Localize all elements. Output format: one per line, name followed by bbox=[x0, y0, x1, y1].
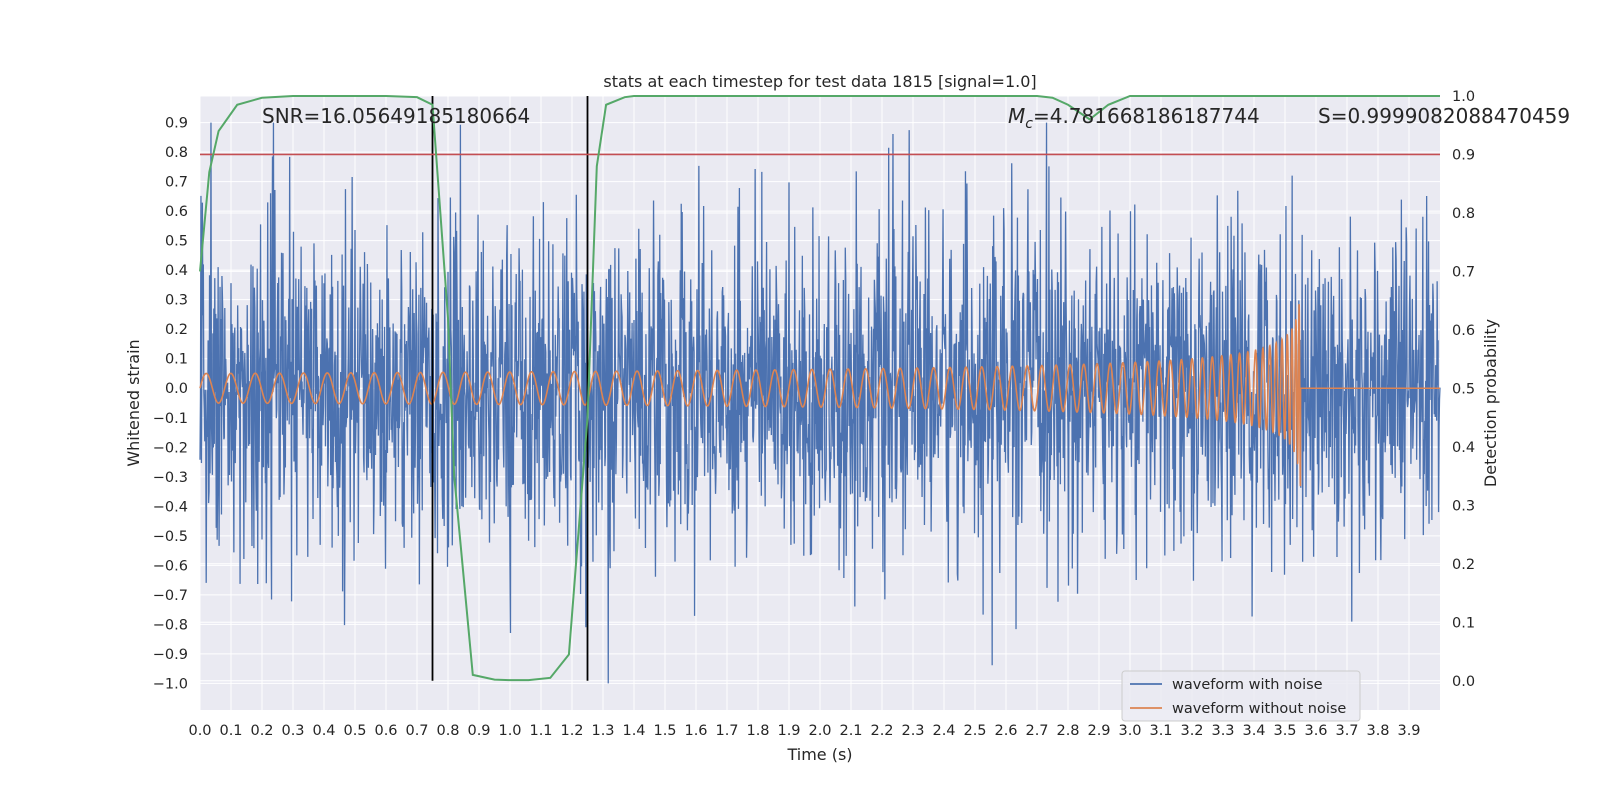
y-tick-label: −0.7 bbox=[153, 588, 188, 604]
x-axis-label: Time (s) bbox=[786, 745, 852, 764]
y-tick-label: −0.6 bbox=[153, 558, 188, 574]
x-tick-label: 3.1 bbox=[1149, 723, 1172, 739]
y-tick-label: −1.0 bbox=[153, 676, 188, 692]
x-tick-label: 2.2 bbox=[870, 723, 893, 739]
chirp-mass-subscript: c bbox=[1025, 116, 1033, 132]
y2-tick-label: 0.3 bbox=[1452, 498, 1475, 514]
y2-tick-label: 0.0 bbox=[1452, 674, 1475, 690]
x-tick-label: 1.7 bbox=[715, 723, 738, 739]
y-tick-label: −0.2 bbox=[153, 440, 188, 456]
legend-label-noisy: waveform with noise bbox=[1172, 677, 1323, 693]
chirp-mass-symbol: M bbox=[1008, 104, 1025, 128]
y-tick-label: 0.0 bbox=[165, 381, 188, 397]
x-tick-label: 0.9 bbox=[467, 723, 490, 739]
x-tick-label: 0.0 bbox=[188, 723, 211, 739]
y-tick-label: 0.1 bbox=[165, 352, 188, 368]
y-tick-label: −0.5 bbox=[153, 529, 188, 545]
x-tick-label: 0.8 bbox=[436, 723, 459, 739]
x-tick-label: 3.7 bbox=[1335, 723, 1358, 739]
y-axis-label: Whitened strain bbox=[124, 339, 143, 466]
x-tick-label: 1.4 bbox=[622, 723, 645, 739]
y2-tick-label: 0.1 bbox=[1452, 615, 1475, 631]
vertical-markers-layer bbox=[431, 96, 589, 681]
x-tick-label: 0.1 bbox=[219, 723, 242, 739]
x-tick-label: 2.3 bbox=[901, 723, 924, 739]
series-line-detection-probability bbox=[199, 95, 1440, 682]
y2-tick-label: 0.8 bbox=[1452, 206, 1475, 222]
y-tick-label: 0.5 bbox=[165, 234, 188, 250]
y-tick-label: −0.4 bbox=[153, 499, 188, 515]
y2-tick-label: 0.5 bbox=[1452, 381, 1475, 397]
x-tick-label: 2.0 bbox=[808, 723, 831, 739]
x-tick-label: 2.6 bbox=[994, 723, 1017, 739]
y2-axis-label: Detection probability bbox=[1481, 319, 1500, 487]
ticks-layer: 0.0 0.1 0.2 0.3 0.4 0.5 0.6 0.7 0.8 0.9 1.0 1.1 1.2 1… bbox=[153, 89, 1475, 739]
x-tick-label: 2.1 bbox=[839, 723, 862, 739]
x-tick-label: 2.5 bbox=[963, 723, 986, 739]
y2-tick-label: 0.4 bbox=[1452, 440, 1475, 456]
y-tick-label: −0.1 bbox=[153, 411, 188, 427]
x-tick-label: 3.8 bbox=[1366, 723, 1389, 739]
legend-box bbox=[1121, 670, 1361, 722]
x-tick-label: 0.6 bbox=[374, 723, 397, 739]
x-tick-label: 2.7 bbox=[1025, 723, 1048, 739]
x-tick-label: 3.0 bbox=[1118, 723, 1141, 739]
legend: waveform with noise waveform without noi… bbox=[1121, 670, 1361, 722]
series-line-waveform-without-noise bbox=[199, 304, 1440, 487]
x-tick-label: 1.2 bbox=[560, 723, 583, 739]
x-tick-label: 2.9 bbox=[1087, 723, 1110, 739]
y-tick-label: 0.2 bbox=[165, 322, 188, 338]
y-tick-label: −0.8 bbox=[153, 617, 188, 633]
y2-tick-label: 0.9 bbox=[1452, 147, 1475, 163]
x-tick-label: 1.9 bbox=[777, 723, 800, 739]
x-tick-label: 0.2 bbox=[250, 723, 273, 739]
x-tick-label: 1.0 bbox=[498, 723, 521, 739]
x-tick-label: 1.1 bbox=[529, 723, 552, 739]
y-tick-label: 0.3 bbox=[165, 293, 188, 309]
legend-label-clean: waveform without noise bbox=[1172, 701, 1346, 717]
s-annotation: S=0.9999082088470459 bbox=[1318, 104, 1570, 128]
x-tick-label: 1.3 bbox=[591, 723, 614, 739]
x-tick-label: 3.6 bbox=[1304, 723, 1327, 739]
y-tick-label: 0.7 bbox=[165, 175, 188, 191]
x-tick-label: 3.4 bbox=[1242, 723, 1265, 739]
x-tick-label: 0.3 bbox=[281, 723, 304, 739]
y-tick-label: −0.3 bbox=[153, 470, 188, 486]
x-tick-label: 1.5 bbox=[653, 723, 676, 739]
y-tick-label: 0.9 bbox=[165, 116, 188, 132]
y2-tick-label: 0.7 bbox=[1452, 264, 1475, 280]
x-tick-label: 3.5 bbox=[1273, 723, 1296, 739]
probability-layer bbox=[199, 95, 1440, 682]
x-tick-label: 0.7 bbox=[405, 723, 428, 739]
y-tick-label: 0.8 bbox=[165, 145, 188, 161]
y-tick-label: −0.9 bbox=[153, 647, 188, 663]
x-tick-label: 0.5 bbox=[343, 723, 366, 739]
y-tick-label: 0.4 bbox=[165, 263, 188, 279]
y2-tick-label: 0.2 bbox=[1452, 557, 1475, 573]
chirp-mass-annotation: Mc=4.781668186187744 bbox=[1008, 104, 1260, 132]
chart-title: stats at each timestep for test data 181… bbox=[603, 72, 1036, 91]
clean-waveform-layer bbox=[199, 304, 1440, 487]
snr-annotation: SNR=16.05649185180664 bbox=[262, 104, 530, 128]
x-tick-label: 3.3 bbox=[1211, 723, 1234, 739]
y2-tick-label: 1.0 bbox=[1452, 89, 1475, 105]
x-tick-label: 1.8 bbox=[746, 723, 769, 739]
chirp-mass-value: =4.781668186187744 bbox=[1033, 104, 1260, 128]
x-tick-label: 0.4 bbox=[312, 723, 335, 739]
x-tick-label: 3.9 bbox=[1397, 723, 1420, 739]
x-tick-label: 1.6 bbox=[684, 723, 707, 739]
x-tick-label: 2.8 bbox=[1056, 723, 1079, 739]
x-tick-label: 3.2 bbox=[1180, 723, 1203, 739]
y-tick-label: 0.6 bbox=[165, 204, 188, 220]
x-tick-label: 2.4 bbox=[932, 723, 955, 739]
y2-tick-label: 0.6 bbox=[1452, 323, 1475, 339]
